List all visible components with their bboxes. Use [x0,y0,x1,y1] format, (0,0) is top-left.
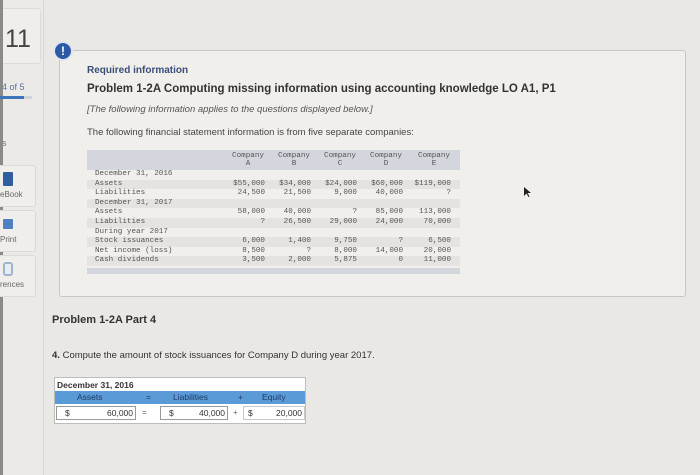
ebook-button[interactable]: eBook [0,165,36,207]
table-row: Stock issuances 6,000 1,400 9,750? 6,500 [87,237,460,247]
references-icon [3,262,13,276]
applies-note: [The following information applies to th… [87,104,373,115]
assets-input[interactable]: $ 60,000 [56,406,136,420]
book-icon [3,172,13,186]
table-row: Net income (loss) 8,500? 8,000 14,000 20,000 [95,246,451,255]
table-row: December 31, 2016 [95,170,173,178]
part-title: Problem 1-2A Part 4 [52,314,157,326]
col-header-b: Company B [278,152,310,168]
table-row: Liabilities? 26,500 29,000 24,000 70,000 [87,217,460,228]
ebook-label: eBook [0,190,23,199]
equity-value-cell: $ 20,000 [243,406,305,420]
financial-table: Company A Company B Company C Company D Comp… [87,150,460,274]
sidebar: 11 4 of 5 s eBook Print rences [0,0,44,475]
table-row: During year 2017 [95,227,168,236]
table-row: Assets $55,000 $34,000 $24,000 $60,000 $119,0… [87,179,460,190]
equals-sign: = [142,408,147,417]
print-button[interactable]: Print [0,210,36,252]
table-row: December 31, 2017 [87,198,460,209]
equity-value: 20,000 [276,408,302,418]
question-body: Compute the amount of stock issuances fo… [59,350,375,361]
print-label: Print [0,235,17,244]
references-label: rences [0,280,25,289]
equity-header: Equity [262,392,286,402]
question-text: 4. Compute the amount of stock issuances… [52,350,375,361]
table-header: Company A Company B Company C Company D Comp… [87,150,460,170]
col-header-a: Company A [232,152,264,168]
assets-value: 60,000 [107,408,133,418]
table-body: December 31, 2016 Assets $55,000 $34,000 $2… [87,170,460,266]
col-header-e: Company E [418,152,450,168]
mouse-cursor-icon [524,187,531,197]
table-footer [87,267,460,274]
required-info-card [59,50,686,297]
table-row: Liabilities 24,500 21,500 9,000 40,000? [95,189,451,198]
liabilities-header: Liabilities [173,392,208,402]
equals-header: = [146,392,151,402]
required-info-label: Required information [87,65,189,76]
equation-date: December 31, 2016 [57,380,134,390]
plus-header: + [238,392,243,402]
references-button[interactable]: rences [0,255,36,297]
printer-icon [3,219,13,229]
progress-text: 4 of 5 [2,82,25,92]
assets-header: Assets [77,392,103,402]
problem-title: Problem 1-2A Computing missing informati… [87,83,556,95]
col-header-c: Company C [324,152,356,168]
progress-track [24,96,32,99]
intro-text: The following financial statement inform… [87,127,414,138]
progress-bar [0,96,24,99]
table-row: Assets 58,000 40,000? 85,000 113,000 [95,208,451,217]
liabilities-value: 40,000 [199,408,225,418]
section-label: s [2,138,7,148]
accounting-equation-table: December 31, 2016 Assets = Liabilities +… [54,377,306,424]
question-number-label: 4. [52,350,60,361]
question-number-box: 11 [3,8,41,64]
liabilities-input[interactable]: $ 40,000 [160,406,228,420]
alert-icon: ! [53,41,73,61]
plus-sign: + [233,408,238,417]
table-row: Cash dividends 3,500 2,000 5,875 0 11,000 [87,256,460,266]
col-header-d: Company D [370,152,402,168]
equation-header: Assets = Liabilities + Equity [55,391,305,404]
question-number: 11 [5,25,31,53]
